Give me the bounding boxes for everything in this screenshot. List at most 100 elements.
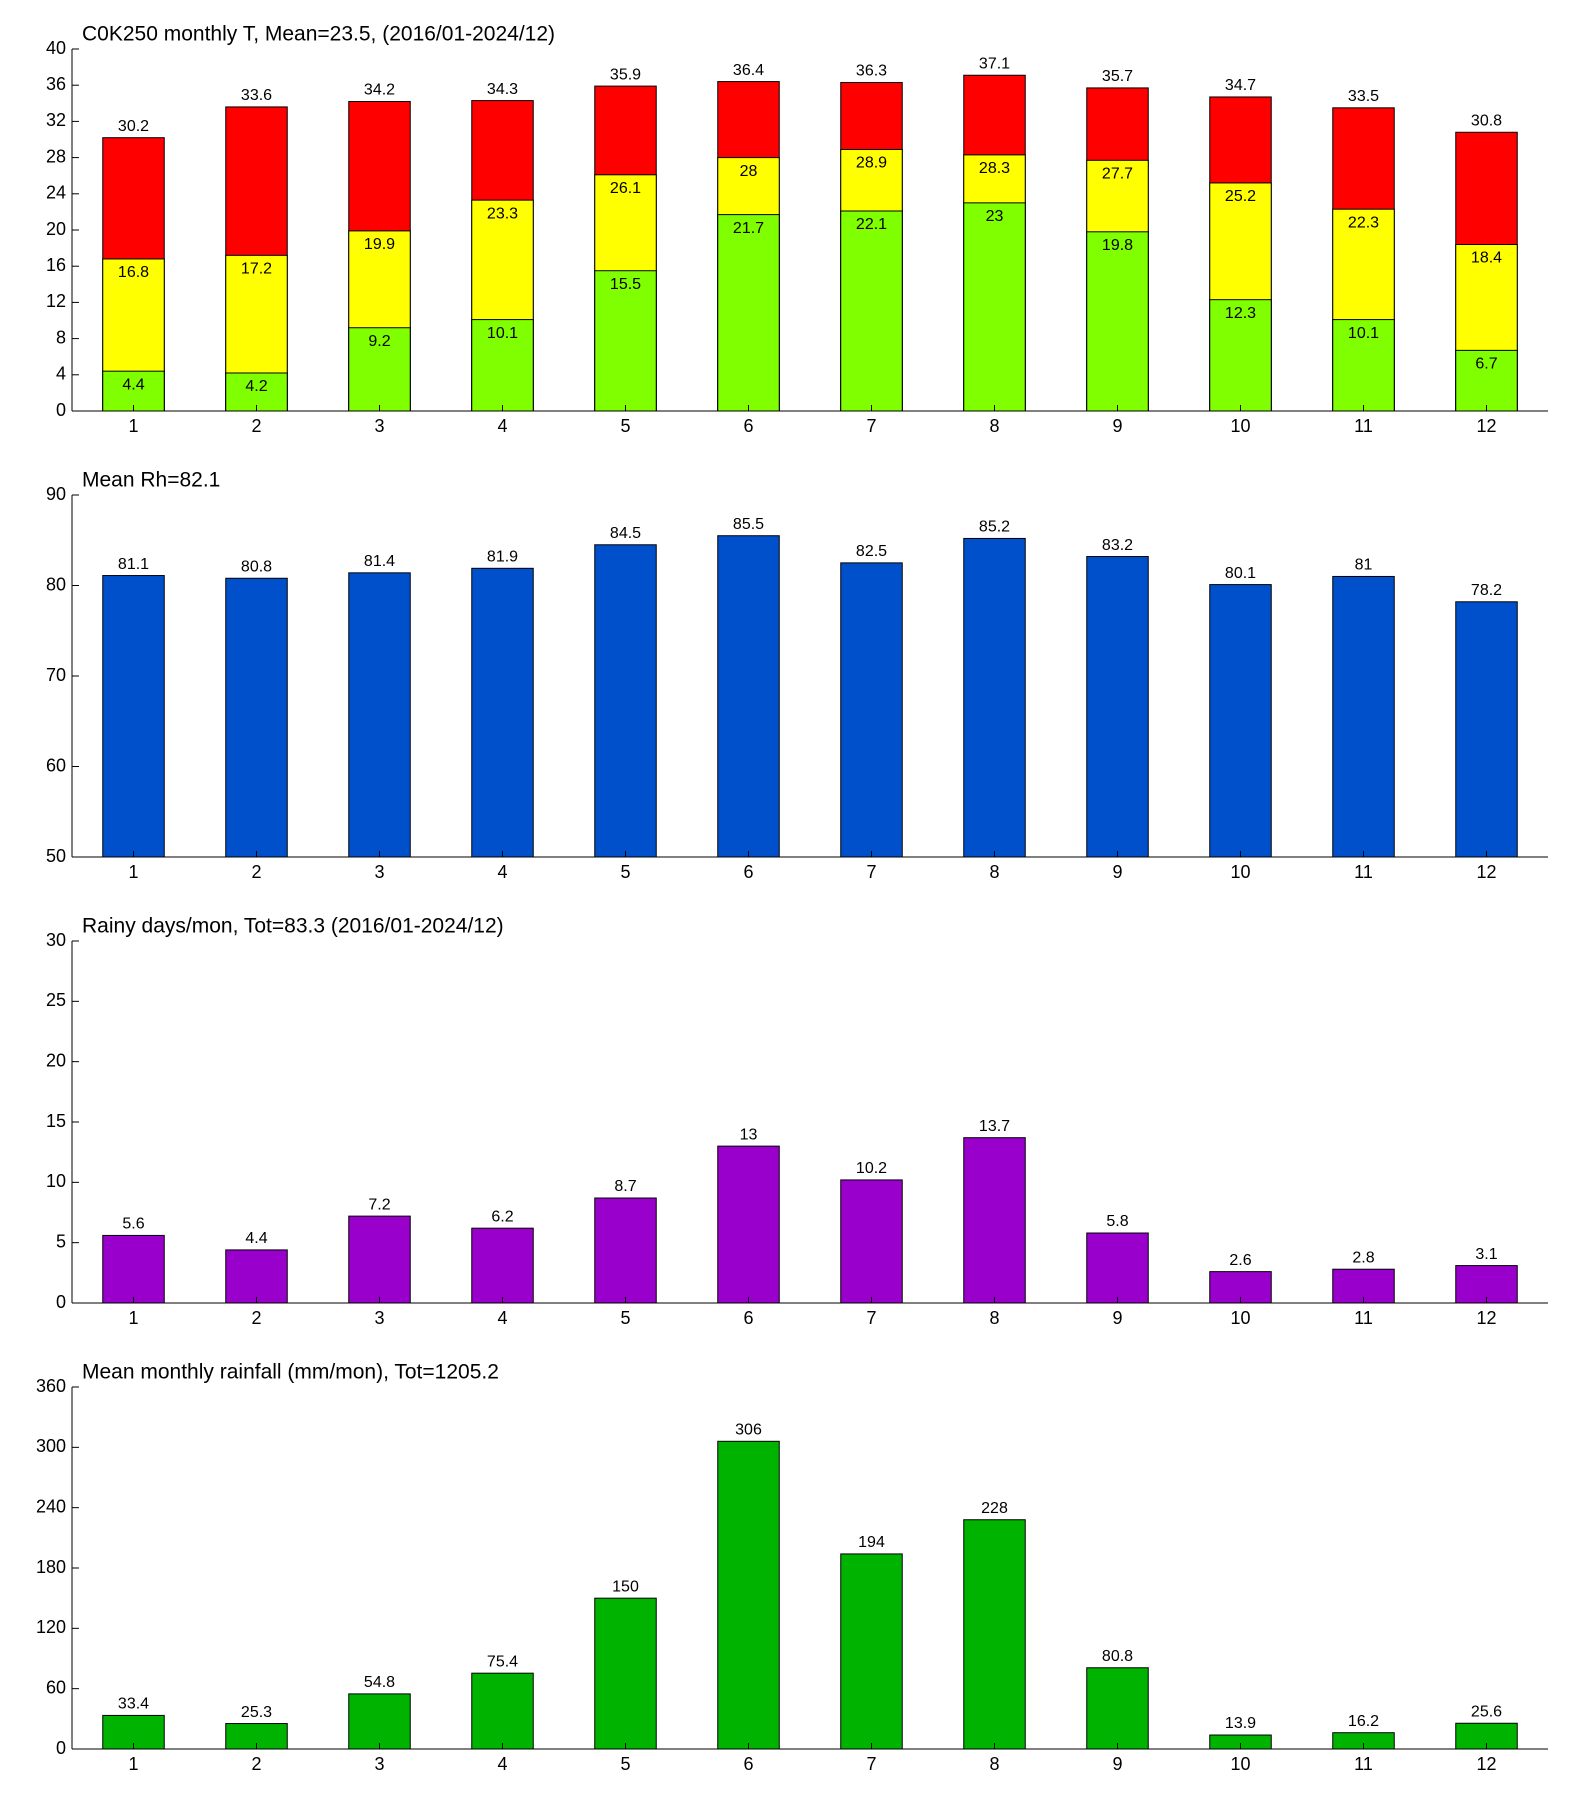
bar [594,1597,657,1750]
x-tick-label: 8 [989,862,999,882]
x-tick-label: 1 [128,862,138,882]
y-tick-label: 25 [46,990,66,1010]
bar [594,270,657,412]
x-tick-label: 1 [128,1308,138,1328]
y-tick-label: 16 [46,255,66,275]
x-tick-label: 12 [1476,1308,1496,1328]
x-tick-label: 3 [374,862,384,882]
value-label: 150 [612,1578,639,1595]
bar [471,1227,534,1304]
value-label: 28.9 [856,155,887,172]
y-tick-label: 4 [56,364,66,384]
bar [717,535,780,858]
value-label: 8.7 [614,1178,636,1195]
value-label: 35.9 [610,66,641,83]
x-tick-label: 9 [1112,862,1122,882]
bar [1455,601,1518,858]
chart-title: Mean monthly rainfall (mm/mon), Tot=1205… [82,1361,499,1384]
value-label: 85.2 [979,519,1010,536]
value-label: 54.8 [364,1674,395,1691]
value-label: 36.4 [733,62,764,79]
value-label: 13.7 [979,1118,1010,1135]
value-label: 194 [858,1534,885,1551]
y-tick-label: 20 [46,1050,66,1070]
y-tick-label: 360 [36,1376,66,1396]
value-label: 10.1 [1348,325,1379,342]
value-label: 33.6 [241,87,272,104]
value-label: 19.9 [364,236,395,253]
value-label: 2.6 [1229,1252,1251,1269]
bar [840,1553,903,1750]
x-tick-label: 5 [620,416,630,436]
x-tick-label: 1 [128,416,138,436]
value-label: 23 [986,208,1004,225]
bar [840,1179,903,1304]
x-tick-label: 1 [128,1754,138,1774]
bar [1332,1268,1395,1304]
x-tick-label: 8 [989,1308,999,1328]
value-label: 306 [735,1422,762,1439]
bar [348,1693,411,1750]
bar [225,372,288,412]
value-label: 37.1 [979,55,1010,72]
value-label: 27.7 [1102,166,1133,183]
value-label: 18.4 [1471,250,1502,267]
bar [348,1215,411,1304]
value-label: 6.2 [491,1208,513,1225]
bar [840,210,903,412]
y-tick-label: 90 [46,484,66,504]
x-tick-label: 12 [1476,1754,1496,1774]
value-label: 80.8 [1102,1648,1133,1665]
value-label: 30.2 [118,118,149,135]
x-tick-label: 7 [866,1308,876,1328]
value-label: 5.6 [122,1216,144,1233]
x-tick-label: 2 [251,1754,261,1774]
x-tick-label: 11 [1354,1308,1373,1328]
y-tick-label: 50 [46,846,66,866]
value-label: 6.7 [1475,356,1497,373]
value-label: 16.2 [1348,1713,1379,1730]
bar [225,1249,288,1304]
value-label: 13 [740,1126,758,1143]
value-label: 25.2 [1225,188,1256,205]
y-tick-label: 5 [56,1231,66,1251]
value-label: 33.5 [1348,88,1379,105]
value-label: 80.1 [1225,565,1256,582]
x-tick-label: 12 [1476,862,1496,882]
x-tick-label: 4 [497,1754,507,1774]
bar [102,1234,165,1304]
value-label: 21.7 [733,220,764,237]
value-label: 13.9 [1225,1715,1256,1732]
x-tick-label: 7 [866,1754,876,1774]
value-label: 4.4 [245,1230,267,1247]
y-tick-label: 300 [36,1436,66,1456]
y-tick-label: 30 [46,930,66,950]
bar [717,1440,780,1750]
value-label: 26.1 [610,180,641,197]
y-tick-label: 10 [46,1171,66,1191]
value-label: 82.5 [856,543,887,560]
bar [348,572,411,858]
bar [471,319,534,412]
bar [717,1145,780,1304]
y-tick-label: 8 [56,327,66,347]
bar [594,1197,657,1304]
value-label: 4.2 [245,378,267,395]
value-label: 34.2 [364,82,395,99]
x-tick-label: 4 [497,862,507,882]
x-tick-label: 6 [743,1754,753,1774]
y-tick-label: 70 [46,665,66,685]
x-tick-label: 5 [620,1308,630,1328]
value-label: 22.3 [1348,214,1379,231]
x-tick-label: 4 [497,416,507,436]
value-label: 22.1 [856,216,887,233]
bar [1086,1667,1149,1750]
y-tick-label: 240 [36,1496,66,1516]
y-tick-label: 40 [46,38,66,58]
x-tick-label: 10 [1230,862,1250,882]
bar [1332,319,1395,412]
value-label: 81.4 [364,553,395,570]
value-label: 81 [1355,557,1373,574]
bar [963,202,1026,412]
bar [963,1519,1026,1750]
